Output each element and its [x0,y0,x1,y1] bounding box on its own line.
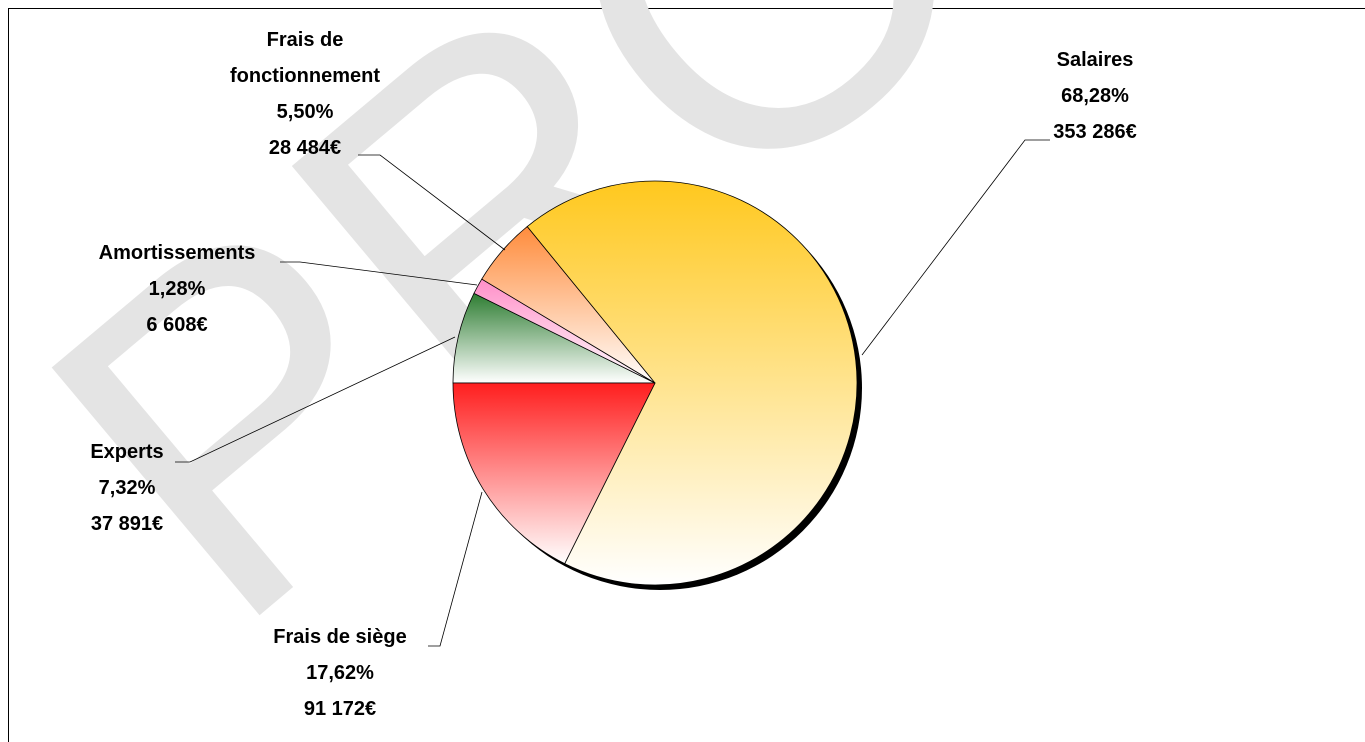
slice-amount: 91 172€ [303,698,377,720]
leader-line [280,261,478,286]
pie-slice [526,180,858,586]
data-label: Salaires 68,28% 353 286€ [1015,42,1175,150]
slice-percent: 5,50% [276,101,334,123]
slice-percent: 7,32% [98,477,156,499]
slice-amount: 37 891€ [90,513,164,535]
slice-name: Experts [90,441,164,463]
slice-percent: 1,28% [148,278,206,300]
pie-slice [452,382,656,565]
slice-name: Frais de siège [273,626,407,648]
slice-amount: 353 286€ [1053,121,1137,143]
slice-percent: 17,62% [306,662,374,684]
leader-line [175,336,456,463]
leader-line [861,139,1050,356]
data-label: Frais de siège 17,62% 91 172€ [240,619,440,727]
data-label: Experts 7,32% 37 891€ [47,434,207,542]
slice-percent: 68,28% [1061,85,1129,107]
slice-name: Amortissements [98,242,256,264]
data-label: Frais de fonctionnement 5,50% 28 484€ [205,22,405,166]
leader-line [428,491,483,647]
slice-name: Salaires [1056,49,1134,71]
slice-amount: 28 484€ [268,137,342,159]
slice-amount: 6 608€ [146,314,208,336]
slice-name: Frais de fonctionnement [230,29,380,87]
leader-line [358,154,506,251]
data-label: Amortissements 1,28% 6 608€ [67,235,287,343]
